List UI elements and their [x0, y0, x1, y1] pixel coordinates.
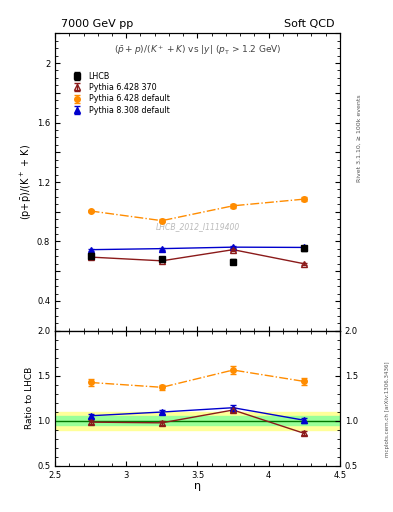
Legend: LHCB, Pythia 6.428 370, Pythia 6.428 default, Pythia 8.308 default: LHCB, Pythia 6.428 370, Pythia 6.428 def…	[68, 70, 171, 117]
Text: LHCB_2012_I1119400: LHCB_2012_I1119400	[155, 222, 240, 231]
Text: Rivet 3.1.10, ≥ 100k events: Rivet 3.1.10, ≥ 100k events	[357, 94, 362, 182]
Text: Soft QCD: Soft QCD	[284, 19, 334, 29]
Text: $(\bar{p}+p)/(K^++K)$ vs $|y|$ ($p_{\rm T}$ > 1.2 GeV): $(\bar{p}+p)/(K^++K)$ vs $|y|$ ($p_{\rm …	[114, 44, 281, 57]
Y-axis label: Ratio to LHCB: Ratio to LHCB	[25, 367, 34, 430]
Text: 7000 GeV pp: 7000 GeV pp	[61, 19, 133, 29]
Y-axis label: (p+$\bar{\rm p}$)/(K$^+$ + K): (p+$\bar{\rm p}$)/(K$^+$ + K)	[19, 144, 34, 220]
Bar	[55, 416, 340, 425]
Text: mcplots.cern.ch [arXiv:1306.3436]: mcplots.cern.ch [arXiv:1306.3436]	[385, 362, 389, 457]
X-axis label: η: η	[194, 481, 201, 491]
Bar	[55, 412, 340, 430]
